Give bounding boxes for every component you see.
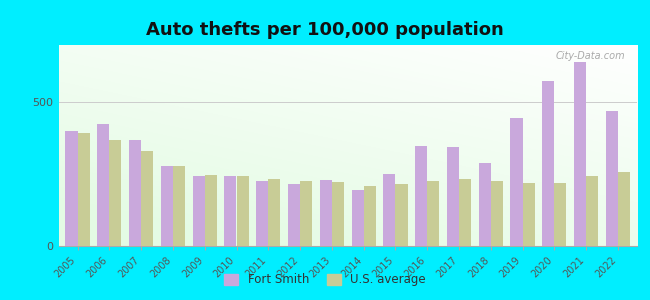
- Bar: [586, 176, 598, 246]
- Bar: [395, 184, 408, 246]
- Bar: [109, 140, 122, 246]
- Bar: [141, 151, 153, 246]
- Bar: [618, 172, 630, 246]
- Bar: [384, 174, 395, 246]
- Bar: [77, 133, 90, 246]
- Bar: [173, 166, 185, 246]
- Bar: [300, 181, 312, 246]
- Bar: [205, 175, 217, 246]
- Bar: [224, 176, 237, 246]
- Bar: [161, 166, 173, 246]
- Bar: [363, 186, 376, 246]
- Bar: [332, 182, 344, 246]
- Legend: Fort Smith, U.S. average: Fort Smith, U.S. average: [219, 269, 431, 291]
- Bar: [256, 182, 268, 246]
- Bar: [606, 111, 618, 246]
- Bar: [352, 190, 363, 246]
- Bar: [478, 163, 491, 246]
- Bar: [554, 183, 566, 246]
- Bar: [320, 180, 332, 246]
- Bar: [523, 183, 535, 246]
- Bar: [192, 176, 205, 246]
- Bar: [542, 81, 554, 246]
- Bar: [288, 184, 300, 246]
- Bar: [98, 124, 109, 246]
- Bar: [237, 176, 248, 246]
- Bar: [427, 181, 439, 246]
- Bar: [447, 147, 459, 246]
- Bar: [268, 179, 280, 246]
- Text: Auto thefts per 100,000 population: Auto thefts per 100,000 population: [146, 21, 504, 39]
- Bar: [129, 140, 141, 246]
- Bar: [510, 118, 523, 246]
- Bar: [459, 178, 471, 246]
- Bar: [66, 131, 77, 246]
- Text: City-Data.com: City-Data.com: [556, 51, 625, 61]
- Bar: [491, 181, 503, 246]
- Bar: [574, 62, 586, 246]
- Bar: [415, 146, 427, 246]
